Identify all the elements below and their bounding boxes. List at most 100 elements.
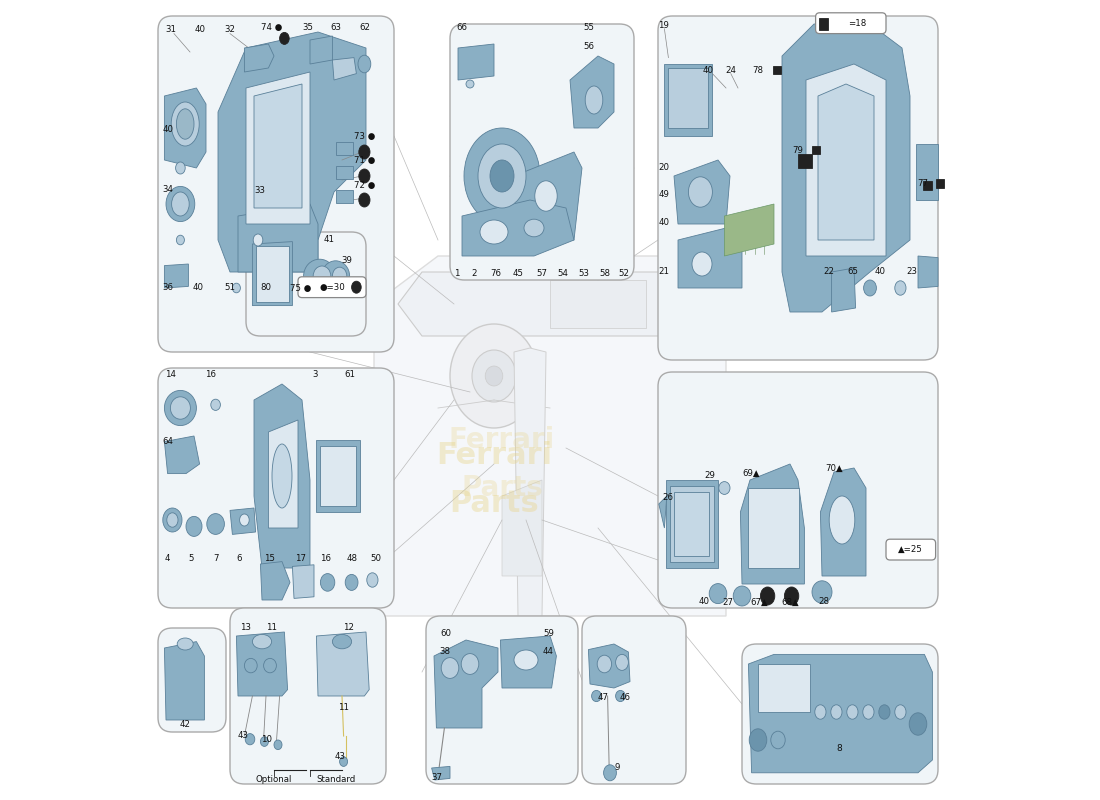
Ellipse shape <box>815 705 826 719</box>
Ellipse shape <box>340 757 348 766</box>
Bar <box>674 492 710 556</box>
Bar <box>336 142 353 155</box>
Bar <box>798 154 813 168</box>
Bar <box>758 664 810 712</box>
Polygon shape <box>782 24 910 312</box>
Text: 33: 33 <box>254 186 265 195</box>
Text: 40: 40 <box>194 25 205 34</box>
Text: 76: 76 <box>491 269 502 278</box>
Ellipse shape <box>862 705 874 719</box>
Polygon shape <box>458 44 494 80</box>
Text: 48: 48 <box>346 554 358 563</box>
Text: 69▲: 69▲ <box>742 469 760 478</box>
Bar <box>664 64 713 136</box>
Text: ●=30: ●=30 <box>319 282 345 292</box>
Ellipse shape <box>616 654 628 670</box>
Ellipse shape <box>264 285 273 294</box>
Text: 4: 4 <box>165 554 170 563</box>
Polygon shape <box>238 204 318 272</box>
Text: 40: 40 <box>162 125 173 134</box>
Text: 37: 37 <box>431 773 442 782</box>
Polygon shape <box>244 44 274 72</box>
Bar <box>320 446 355 506</box>
Polygon shape <box>398 272 702 336</box>
Polygon shape <box>550 280 646 328</box>
Polygon shape <box>806 64 886 256</box>
Text: 77: 77 <box>917 179 928 189</box>
Text: Parts: Parts <box>449 490 539 518</box>
Bar <box>923 181 933 190</box>
Ellipse shape <box>207 514 224 534</box>
Text: 42: 42 <box>179 720 190 730</box>
Text: 9: 9 <box>615 763 620 773</box>
Text: 36: 36 <box>162 283 173 293</box>
Text: 62: 62 <box>359 22 370 32</box>
Ellipse shape <box>689 177 713 207</box>
Ellipse shape <box>847 705 858 719</box>
Ellipse shape <box>240 514 250 526</box>
Ellipse shape <box>245 734 255 745</box>
Ellipse shape <box>170 397 190 419</box>
Polygon shape <box>310 36 332 64</box>
Text: 10: 10 <box>262 734 273 744</box>
Polygon shape <box>570 56 614 128</box>
Text: 55: 55 <box>583 22 594 32</box>
Text: 68▲: 68▲ <box>781 598 799 607</box>
Ellipse shape <box>450 324 538 428</box>
Polygon shape <box>164 436 199 474</box>
Ellipse shape <box>304 259 336 293</box>
Bar <box>336 190 353 203</box>
Text: 73 ●: 73 ● <box>354 131 375 141</box>
Text: 7: 7 <box>213 554 218 563</box>
Text: 19: 19 <box>658 21 669 30</box>
FancyBboxPatch shape <box>158 16 394 352</box>
Text: 13: 13 <box>241 622 252 632</box>
Polygon shape <box>500 636 557 688</box>
Ellipse shape <box>760 587 774 605</box>
Ellipse shape <box>480 220 508 244</box>
FancyBboxPatch shape <box>158 368 394 608</box>
Polygon shape <box>916 144 938 200</box>
Ellipse shape <box>332 267 346 285</box>
Text: 15: 15 <box>264 554 275 563</box>
FancyBboxPatch shape <box>886 539 936 560</box>
Text: 79: 79 <box>793 146 803 155</box>
Text: 71 ●: 71 ● <box>354 155 375 165</box>
Polygon shape <box>261 562 290 600</box>
Text: 24: 24 <box>725 66 736 75</box>
Text: 58: 58 <box>598 269 609 278</box>
FancyBboxPatch shape <box>450 24 634 280</box>
Polygon shape <box>832 268 856 312</box>
Text: 20: 20 <box>658 163 669 173</box>
Ellipse shape <box>332 634 352 649</box>
Ellipse shape <box>176 109 194 139</box>
Text: 78: 78 <box>752 66 763 75</box>
Ellipse shape <box>321 261 350 291</box>
Ellipse shape <box>176 235 185 245</box>
Polygon shape <box>678 228 743 288</box>
Polygon shape <box>818 84 874 240</box>
Ellipse shape <box>812 581 832 603</box>
Ellipse shape <box>352 282 361 294</box>
Text: 43: 43 <box>334 752 345 762</box>
Text: 27: 27 <box>722 598 733 607</box>
Text: 40: 40 <box>874 267 886 277</box>
Text: 40: 40 <box>698 597 710 606</box>
Text: 12: 12 <box>343 622 354 632</box>
Text: 64: 64 <box>162 437 173 446</box>
Ellipse shape <box>358 55 371 73</box>
Bar <box>336 166 353 179</box>
Ellipse shape <box>864 280 877 296</box>
Text: 56: 56 <box>583 42 594 51</box>
FancyBboxPatch shape <box>230 608 386 784</box>
Ellipse shape <box>366 573 378 587</box>
Text: ▲=25: ▲=25 <box>899 545 923 554</box>
Text: 11: 11 <box>338 702 349 712</box>
Ellipse shape <box>472 350 516 402</box>
Text: 57: 57 <box>537 269 548 278</box>
Ellipse shape <box>771 731 785 749</box>
Text: 16: 16 <box>206 370 217 379</box>
Text: 61: 61 <box>344 370 355 379</box>
Polygon shape <box>725 204 774 256</box>
Ellipse shape <box>166 186 195 222</box>
